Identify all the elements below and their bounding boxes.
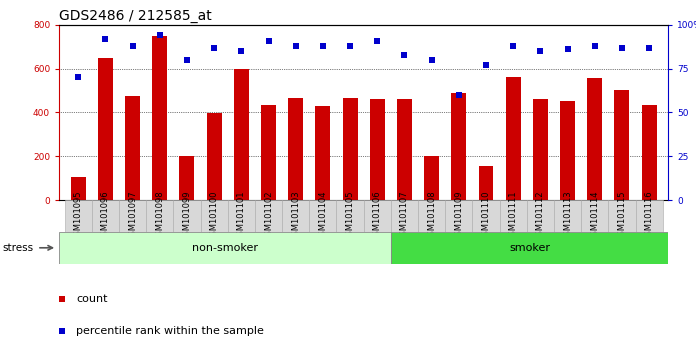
Point [345,43,356,48]
Bar [635,200,663,232]
Text: GSM101112: GSM101112 [536,191,545,241]
Bar [282,200,309,232]
Point [100,36,111,42]
Text: GSM101100: GSM101100 [209,191,219,241]
Text: GSM101108: GSM101108 [427,190,436,241]
Text: GSM101107: GSM101107 [400,190,409,241]
Text: smoker: smoker [509,243,551,253]
Text: GSM101095: GSM101095 [74,191,83,241]
Bar [418,200,445,232]
Bar [554,200,581,232]
Text: GSM101097: GSM101097 [128,190,137,241]
Bar [255,200,282,232]
Text: GSM101105: GSM101105 [346,191,354,241]
Text: percentile rank within the sample: percentile rank within the sample [76,326,264,336]
Bar [342,98,358,200]
Bar [533,99,548,200]
Bar [315,106,331,200]
Point [290,43,301,48]
Text: GSM101106: GSM101106 [373,190,381,241]
Bar [560,102,575,200]
Text: GSM101115: GSM101115 [617,191,626,241]
Bar [391,232,668,264]
Bar [451,93,466,200]
Text: GSM101099: GSM101099 [182,191,191,241]
Text: GSM101103: GSM101103 [291,190,300,241]
Bar [587,79,602,200]
Text: GSM101098: GSM101098 [155,190,164,241]
Bar [527,200,554,232]
Point [562,46,573,52]
Text: GDS2486 / 212585_at: GDS2486 / 212585_at [59,9,212,23]
Point [56,328,68,334]
Text: GSM101104: GSM101104 [318,191,327,241]
Bar [92,200,119,232]
Bar [506,78,521,200]
Point [127,43,138,48]
Bar [228,200,255,232]
Bar [336,200,363,232]
Bar [71,177,86,200]
Text: GSM101109: GSM101109 [454,191,464,241]
Bar [288,98,303,200]
Text: count: count [76,294,107,304]
Bar [391,200,418,232]
Point [372,38,383,44]
Bar [119,200,146,232]
Point [590,43,601,48]
Point [426,57,437,63]
Bar [152,36,167,200]
Bar [615,91,629,200]
Bar [98,58,113,200]
Point [182,57,193,63]
Point [617,45,628,50]
Text: GSM101102: GSM101102 [264,191,273,241]
Text: GSM101113: GSM101113 [563,190,572,241]
Bar [397,99,412,200]
Bar [207,114,221,200]
Bar [500,200,527,232]
Bar [363,200,391,232]
Point [507,43,519,48]
Bar [261,105,276,200]
Point [535,48,546,54]
Bar [65,200,92,232]
Point [453,92,464,98]
Bar [309,200,336,232]
Point [480,62,491,68]
Bar [234,69,248,200]
Bar [581,200,608,232]
Bar [146,200,173,232]
Text: non-smoker: non-smoker [192,243,258,253]
Bar [642,105,656,200]
Bar [370,99,385,200]
Bar [479,166,493,200]
Text: GSM101110: GSM101110 [482,191,491,241]
Point [72,75,84,80]
Text: GSM101096: GSM101096 [101,190,110,241]
Point [236,48,247,54]
Point [209,45,220,50]
Bar [125,96,140,200]
Bar [59,232,391,264]
Text: GSM101101: GSM101101 [237,191,246,241]
Bar [424,156,439,200]
Point [155,33,166,38]
Point [56,296,68,302]
Point [644,45,655,50]
Point [317,43,329,48]
Point [399,52,410,57]
Bar [445,200,473,232]
Point [263,38,274,44]
Bar [173,200,200,232]
Bar [473,200,500,232]
Bar [180,156,194,200]
Text: stress: stress [3,243,34,253]
Bar [200,200,228,232]
Text: GSM101114: GSM101114 [590,191,599,241]
Text: GSM101111: GSM101111 [509,191,518,241]
Bar [608,200,635,232]
Text: GSM101116: GSM101116 [644,190,654,241]
